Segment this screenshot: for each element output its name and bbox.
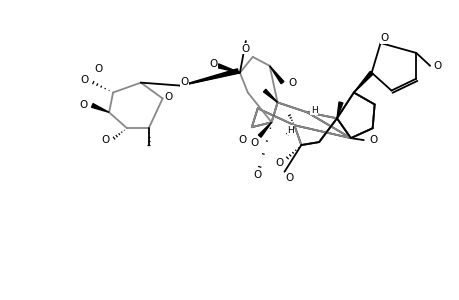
Text: O: O [208,59,217,69]
Polygon shape [180,69,238,86]
Polygon shape [91,103,109,112]
Polygon shape [217,64,240,73]
Text: O: O [180,76,188,87]
Text: O: O [275,158,283,168]
Text: O: O [380,33,388,43]
Text: H: H [310,106,317,115]
Text: O: O [164,92,172,101]
Text: O: O [250,138,258,148]
Text: O: O [369,135,377,145]
Text: O: O [285,173,293,183]
Text: O: O [80,75,88,85]
Polygon shape [336,102,342,118]
Text: O: O [432,61,440,71]
Text: O: O [101,135,109,145]
Polygon shape [269,66,283,84]
Text: O: O [253,170,261,180]
Text: O: O [79,100,87,110]
Polygon shape [258,122,271,137]
Text: O: O [241,44,249,54]
Text: O: O [94,64,102,74]
Polygon shape [263,89,277,102]
Text: O: O [238,135,246,145]
Polygon shape [353,71,372,92]
Text: O: O [288,78,296,88]
Text: H: H [286,126,293,135]
